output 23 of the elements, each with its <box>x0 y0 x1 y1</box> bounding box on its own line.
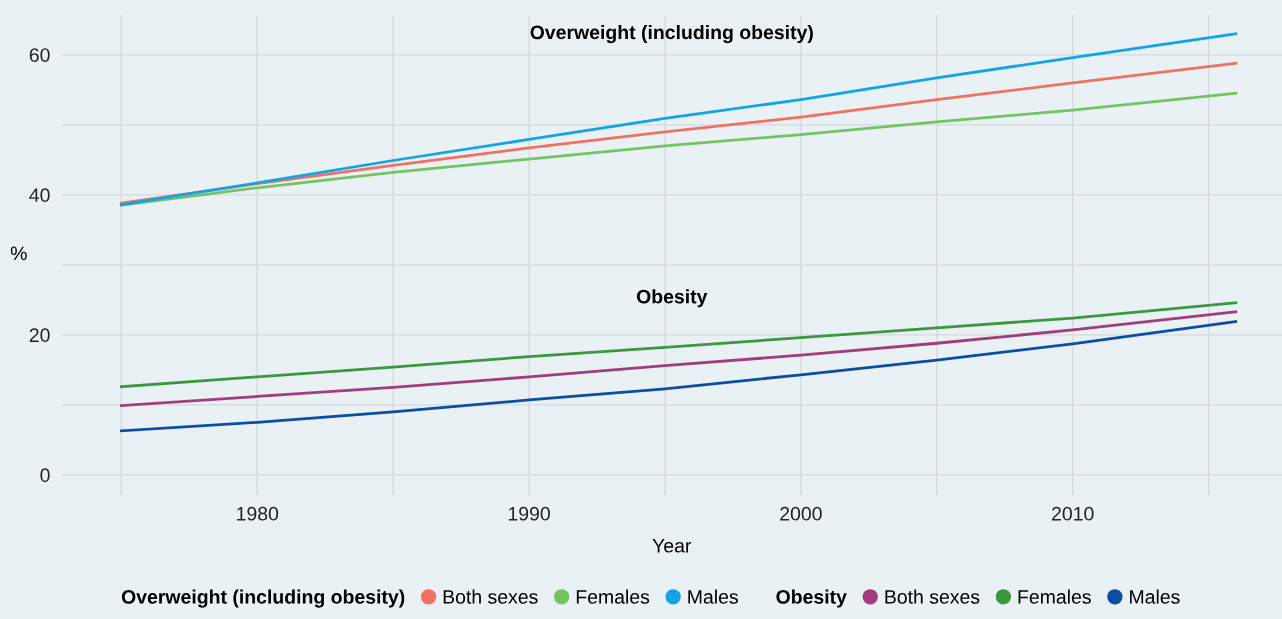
line-series <box>119 91 1238 207</box>
y-tick-label: 60 <box>29 48 50 62</box>
x-tick-label: 1980 <box>237 506 279 521</box>
x-tick-label: 1990 <box>508 506 550 521</box>
x-tick-label: 2010 <box>1052 506 1094 521</box>
x-tick-label: 2000 <box>780 506 822 521</box>
legend-label: Males <box>688 589 738 604</box>
line-series <box>119 320 1238 433</box>
y-axis-title: % <box>10 246 27 261</box>
text: Obesity <box>776 589 847 608</box>
legend-label: Both sexes <box>885 589 980 604</box>
y-tick-label: 40 <box>29 188 50 203</box>
legend-label: Females <box>1018 589 1091 604</box>
y-tick-label: 0 <box>40 468 50 483</box>
annotation: Overweight (including obesity) <box>530 24 813 44</box>
annotation: Obesity <box>636 289 708 308</box>
legend-label: Females <box>576 589 650 604</box>
legend-label: Males <box>1130 589 1180 604</box>
x-axis-title: Year <box>652 539 692 553</box>
y-tick-label: 20 <box>29 328 50 343</box>
legend-label: Both sexes <box>443 589 538 604</box>
text: Overweight (including obesity) <box>121 589 405 608</box>
line-series <box>119 310 1238 407</box>
